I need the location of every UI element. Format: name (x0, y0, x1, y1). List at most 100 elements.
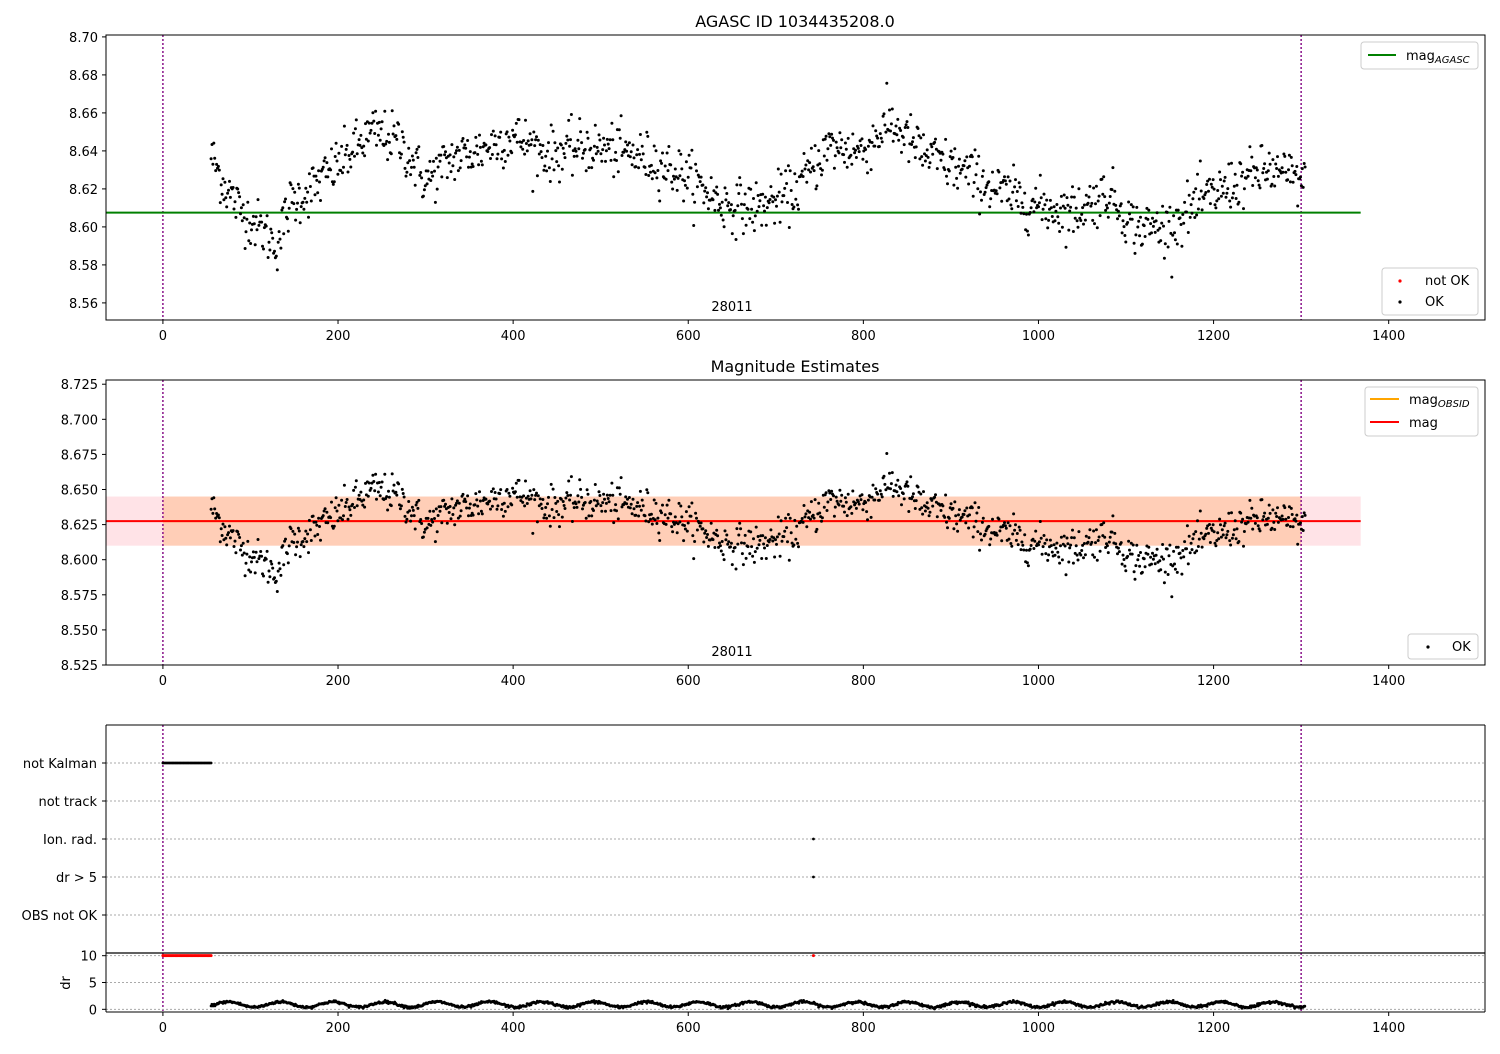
data-point (555, 510, 559, 513)
data-point (1185, 210, 1188, 214)
data-point (1199, 531, 1203, 535)
data-point (428, 509, 432, 513)
data-point (719, 549, 723, 553)
data-point (632, 507, 636, 511)
data-point (1170, 595, 1174, 599)
data-point (964, 521, 968, 525)
data-point (296, 201, 299, 205)
data-point (1132, 570, 1136, 574)
data-point (661, 151, 664, 155)
data-point (1173, 238, 1177, 242)
data-point (1283, 506, 1287, 510)
data-point (605, 137, 609, 141)
data-point (1172, 214, 1176, 218)
data-point (352, 131, 356, 135)
data-point (896, 117, 900, 121)
data-point (1156, 228, 1160, 232)
data-point (425, 526, 429, 530)
data-point (1064, 245, 1068, 249)
data-point (551, 487, 555, 491)
data-point (1291, 525, 1295, 529)
data-point (664, 177, 668, 181)
data-point (771, 200, 775, 204)
data-point (301, 540, 305, 543)
data-point (1059, 535, 1063, 539)
data-point (289, 183, 293, 187)
data-point (433, 169, 436, 173)
data-point (1294, 519, 1298, 523)
data-point (834, 140, 838, 144)
data-point (628, 506, 632, 510)
data-point (283, 200, 287, 204)
data-point (1009, 203, 1013, 207)
data-point (1220, 528, 1224, 532)
data-point (1090, 540, 1094, 544)
data-point (830, 132, 834, 136)
data-point (1280, 166, 1284, 170)
data-point (720, 200, 724, 204)
data-point (357, 138, 361, 142)
data-point (765, 206, 769, 210)
data-point (445, 521, 449, 525)
data-point (468, 502, 472, 506)
data-point (876, 492, 880, 496)
data-point (673, 167, 677, 171)
data-point (669, 512, 673, 516)
data-point (1211, 178, 1215, 182)
data-point (1202, 537, 1206, 541)
data-point (467, 165, 470, 169)
data-point (763, 209, 766, 213)
data-point (673, 515, 677, 519)
data-point (873, 498, 877, 502)
data-point (507, 135, 511, 139)
data-point (851, 489, 855, 493)
dr-point (669, 1004, 672, 1007)
data-point (493, 491, 497, 494)
data-point (677, 149, 681, 153)
data-point (308, 185, 312, 188)
data-point (1200, 208, 1204, 212)
data-point (883, 123, 887, 127)
data-point (1163, 570, 1167, 574)
data-point (1046, 558, 1050, 562)
data-point (1187, 534, 1191, 538)
data-point (625, 149, 629, 153)
data-point (1108, 535, 1112, 539)
data-point (1196, 207, 1200, 211)
data-point (649, 170, 652, 174)
data-point (870, 141, 874, 144)
data-point (1019, 548, 1023, 552)
data-point (1225, 191, 1229, 195)
data-point (1237, 540, 1241, 543)
data-point (403, 514, 407, 518)
data-point (1227, 162, 1231, 166)
data-point (414, 151, 418, 155)
data-point (929, 142, 933, 146)
flag-label: dr > 5 (56, 871, 97, 886)
data-point (690, 148, 694, 152)
dr-capped-point (811, 954, 815, 958)
data-point (805, 180, 809, 184)
data-point (962, 513, 966, 516)
data-point (850, 162, 854, 166)
data-point (378, 138, 382, 142)
data-point (1134, 233, 1138, 237)
data-point (353, 154, 356, 158)
data-point (292, 541, 296, 544)
data-point (209, 507, 213, 511)
data-point (768, 198, 772, 201)
data-point (773, 555, 777, 559)
data-point (297, 529, 301, 533)
data-point (267, 240, 271, 244)
data-point (987, 180, 991, 184)
data-point (364, 122, 367, 126)
data-point (971, 535, 975, 539)
data-point (1168, 543, 1172, 547)
x-tick-label: 800 (851, 1021, 876, 1036)
data-point (630, 512, 634, 516)
data-point (585, 488, 589, 492)
data-point (859, 498, 863, 502)
data-point (1266, 169, 1270, 173)
data-point (1194, 187, 1198, 191)
data-point (1146, 552, 1150, 556)
